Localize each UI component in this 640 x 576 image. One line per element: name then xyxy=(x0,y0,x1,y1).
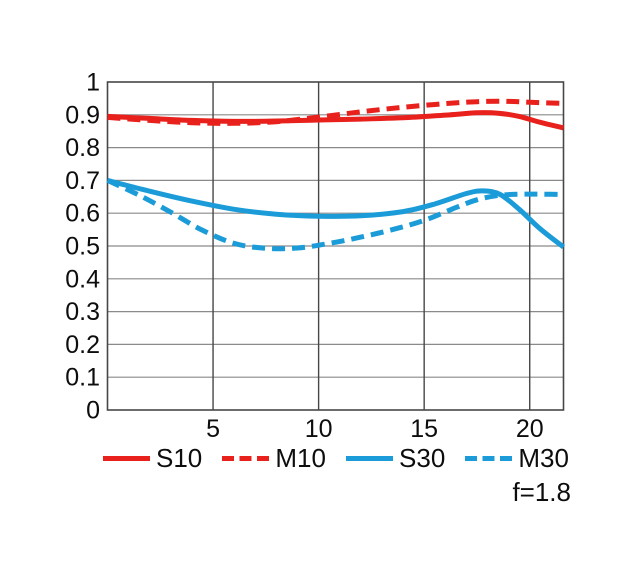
legend-item-s10: S10 xyxy=(103,445,202,471)
y-tick-label: 1 xyxy=(86,69,100,97)
x-tick-label: 10 xyxy=(305,415,333,443)
m30-line-swatch xyxy=(465,455,513,461)
m10-line-swatch xyxy=(222,455,270,461)
curve-m30 xyxy=(106,178,564,252)
legend-label-s10: S10 xyxy=(156,443,203,473)
legend-item-s30: S30 xyxy=(346,445,445,471)
x-tick-label: 5 xyxy=(206,415,220,443)
y-tick-label: 0.4 xyxy=(65,265,100,293)
s10-line-swatch xyxy=(103,455,150,461)
x-tick-label: 20 xyxy=(516,415,544,443)
y-tick-label: 0.7 xyxy=(65,167,100,195)
y-tick-label: 0.6 xyxy=(65,200,100,228)
legend: S10 M10 S30 M30 xyxy=(103,444,569,472)
curve-s30 xyxy=(106,177,566,249)
y-tick-label: 0.1 xyxy=(65,364,100,392)
legend-label-s30: S30 xyxy=(399,443,446,473)
curve-m10 xyxy=(107,98,564,126)
y-tick-label: 0.2 xyxy=(65,331,100,359)
legend-label-m10: M10 xyxy=(275,443,326,473)
y-tick-label: 0 xyxy=(86,397,100,425)
y-tick-label: 0.9 xyxy=(65,101,100,129)
legend-item-m30: M30 xyxy=(465,445,569,471)
y-tick-label: 0.8 xyxy=(65,134,100,162)
s30-line-swatch xyxy=(346,455,394,461)
aperture-label: f=1.8 xyxy=(512,477,571,507)
y-tick-label: 0.5 xyxy=(65,233,100,261)
legend-label-m30: M30 xyxy=(518,443,569,473)
legend-item-m10: M10 xyxy=(222,445,326,471)
y-tick-label: 0.3 xyxy=(65,298,100,326)
x-tick-label: 15 xyxy=(410,415,438,443)
